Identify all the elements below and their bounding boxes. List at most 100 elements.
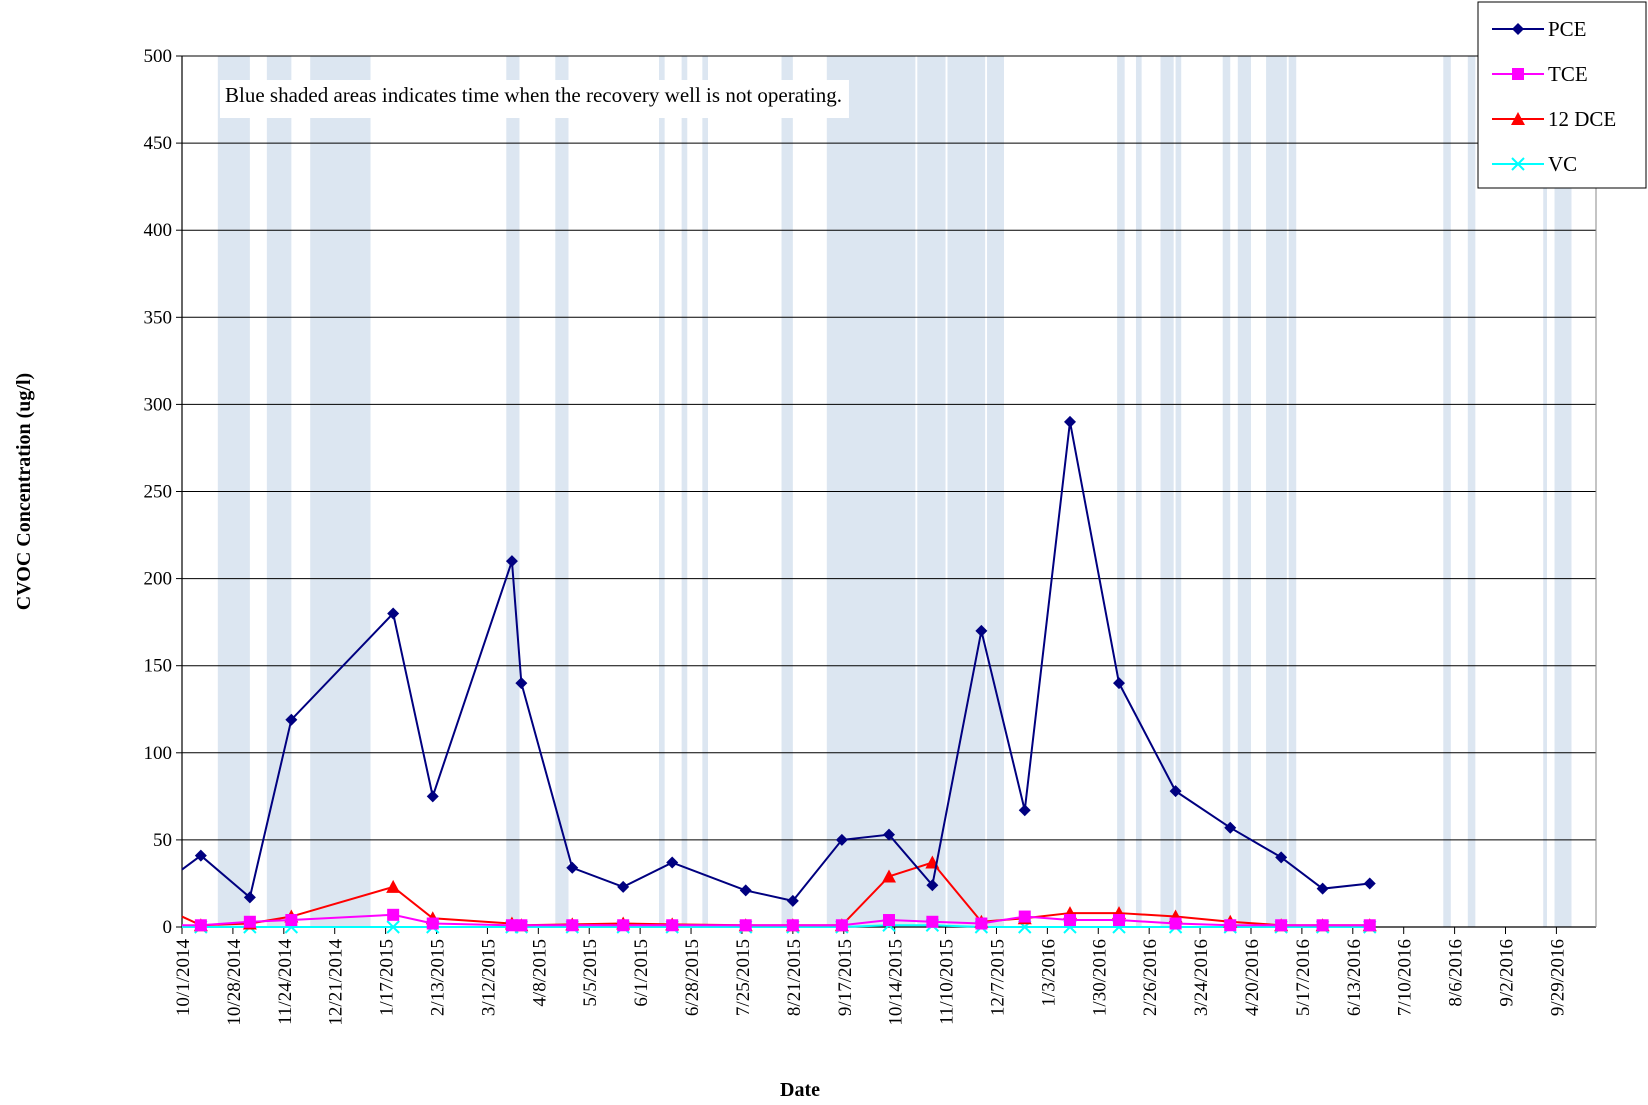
x-tick-label: 2/13/2015 xyxy=(428,939,449,1016)
data-point xyxy=(1018,910,1031,923)
legend-marker xyxy=(1511,157,1525,171)
x-tick-label: 5/17/2016 xyxy=(1293,939,1314,1016)
data-point xyxy=(243,891,256,904)
y-tick-label: 500 xyxy=(144,46,173,67)
x-tick-label: 6/1/2015 xyxy=(631,939,652,1007)
legend-marker xyxy=(1511,112,1525,125)
y-tick-label: 350 xyxy=(144,307,173,328)
data-point xyxy=(617,919,630,932)
y-tick-labels: 0 50 100 150 200 250 300 350 400 450 500 xyxy=(144,46,173,938)
legend-marker xyxy=(1512,23,1524,35)
x-tick-label: 7/25/2015 xyxy=(733,939,754,1016)
x-tick-label: 12/7/2015 xyxy=(987,939,1008,1016)
gridlines xyxy=(182,55,1596,841)
data-point xyxy=(1224,821,1237,834)
data-point xyxy=(566,861,579,874)
data-point xyxy=(666,919,679,932)
legend-marker xyxy=(1512,68,1524,80)
data-point xyxy=(387,908,400,921)
data-point xyxy=(739,884,752,897)
data-point xyxy=(515,919,528,932)
data-point xyxy=(1169,917,1182,930)
data-point xyxy=(883,828,895,841)
data-point xyxy=(1316,882,1329,895)
legend-entry: 12 DCE xyxy=(1492,107,1616,131)
data-point xyxy=(835,919,848,932)
data-point xyxy=(1113,914,1126,927)
legend-label: VC xyxy=(1548,152,1577,176)
x-tick-label: 1/3/2016 xyxy=(1038,939,1059,1007)
series-tce xyxy=(182,908,1376,932)
data-point xyxy=(882,869,896,883)
x-tick-label: 3/12/2015 xyxy=(478,939,499,1016)
data-point xyxy=(739,919,752,932)
x-tick-label: 5/5/2015 xyxy=(580,939,601,1007)
x-tick-label: 11/10/2015 xyxy=(937,939,958,1025)
data-point xyxy=(285,713,298,726)
data-point xyxy=(1018,804,1031,817)
data-point xyxy=(285,914,298,927)
data-point xyxy=(835,833,848,846)
y-tick-label: 50 xyxy=(153,830,172,851)
x-tick-label: 3/24/2016 xyxy=(1191,939,1212,1016)
y-tick-label: 0 xyxy=(163,917,173,938)
x-tick-label: 2/26/2016 xyxy=(1140,939,1161,1016)
y-tick-label: 150 xyxy=(144,656,173,677)
data-point xyxy=(194,919,207,932)
data-point xyxy=(617,880,630,893)
y-tick-label: 100 xyxy=(144,743,173,764)
y-tick-label: 300 xyxy=(144,394,173,415)
data-point xyxy=(1316,919,1329,932)
data-point xyxy=(975,917,988,930)
x-tick-label: 6/28/2015 xyxy=(682,939,703,1016)
data-point xyxy=(426,790,439,803)
x-tick-label: 9/29/2016 xyxy=(1547,939,1568,1016)
data-point xyxy=(515,677,528,690)
legend-entry: PCE xyxy=(1492,17,1587,41)
data-point xyxy=(1063,914,1076,927)
data-point xyxy=(1224,919,1237,932)
y-tick-label: 200 xyxy=(144,569,173,590)
data-point xyxy=(975,624,988,637)
x-tick-label: 11/24/2014 xyxy=(275,939,296,1025)
x-tick-label: 4/20/2016 xyxy=(1242,939,1263,1016)
x-tick-label: 10/14/2015 xyxy=(886,939,907,1026)
data-point xyxy=(1363,877,1376,890)
data-point xyxy=(1113,677,1126,690)
legend-label: TCE xyxy=(1548,62,1588,86)
data-point xyxy=(786,919,799,932)
y-axis-title: CVOC Concentration (ug/l) xyxy=(13,373,35,610)
data-point xyxy=(386,920,400,934)
data-point xyxy=(883,914,895,927)
x-tick-label: 8/21/2015 xyxy=(784,939,805,1016)
x-tick-label: 1/17/2015 xyxy=(377,939,398,1016)
y-tick-label: 400 xyxy=(144,220,173,241)
x-tick-labels: 10/1/2014 10/28/2014 11/24/2014 12/21/2014 1… xyxy=(173,939,1568,1026)
x-tick-label: 10/28/2014 xyxy=(224,939,245,1026)
x-tick-label: 9/17/2015 xyxy=(835,939,856,1016)
legend-label: PCE xyxy=(1548,17,1587,41)
data-point xyxy=(243,915,256,928)
data-point xyxy=(926,879,939,892)
legend-box xyxy=(1477,1,1647,189)
annotation-background xyxy=(220,80,849,118)
legend-label: 12 DCE xyxy=(1548,107,1616,131)
data-point xyxy=(1169,785,1182,798)
x-axis-title: Date xyxy=(780,1079,820,1101)
data-point xyxy=(926,915,939,928)
data-point xyxy=(566,919,579,932)
x-tick-label: 12/21/2014 xyxy=(326,939,347,1026)
data-point xyxy=(426,917,439,930)
data-point xyxy=(1275,919,1288,932)
data-point xyxy=(194,849,207,862)
data-point xyxy=(386,879,401,893)
data-point xyxy=(1275,851,1288,864)
legend-entry: VC xyxy=(1492,152,1577,176)
y-tick-label: 450 xyxy=(144,133,173,154)
x-tick-label: 6/13/2016 xyxy=(1344,939,1365,1016)
series-pce xyxy=(181,415,1376,907)
x-tick-label: 4/8/2015 xyxy=(529,939,550,1007)
x-tick-label: 7/10/2016 xyxy=(1395,939,1416,1016)
x-tick-label: 9/2/2016 xyxy=(1497,939,1518,1007)
legend: PCE TCE 12 DCE VC xyxy=(1477,1,1647,189)
